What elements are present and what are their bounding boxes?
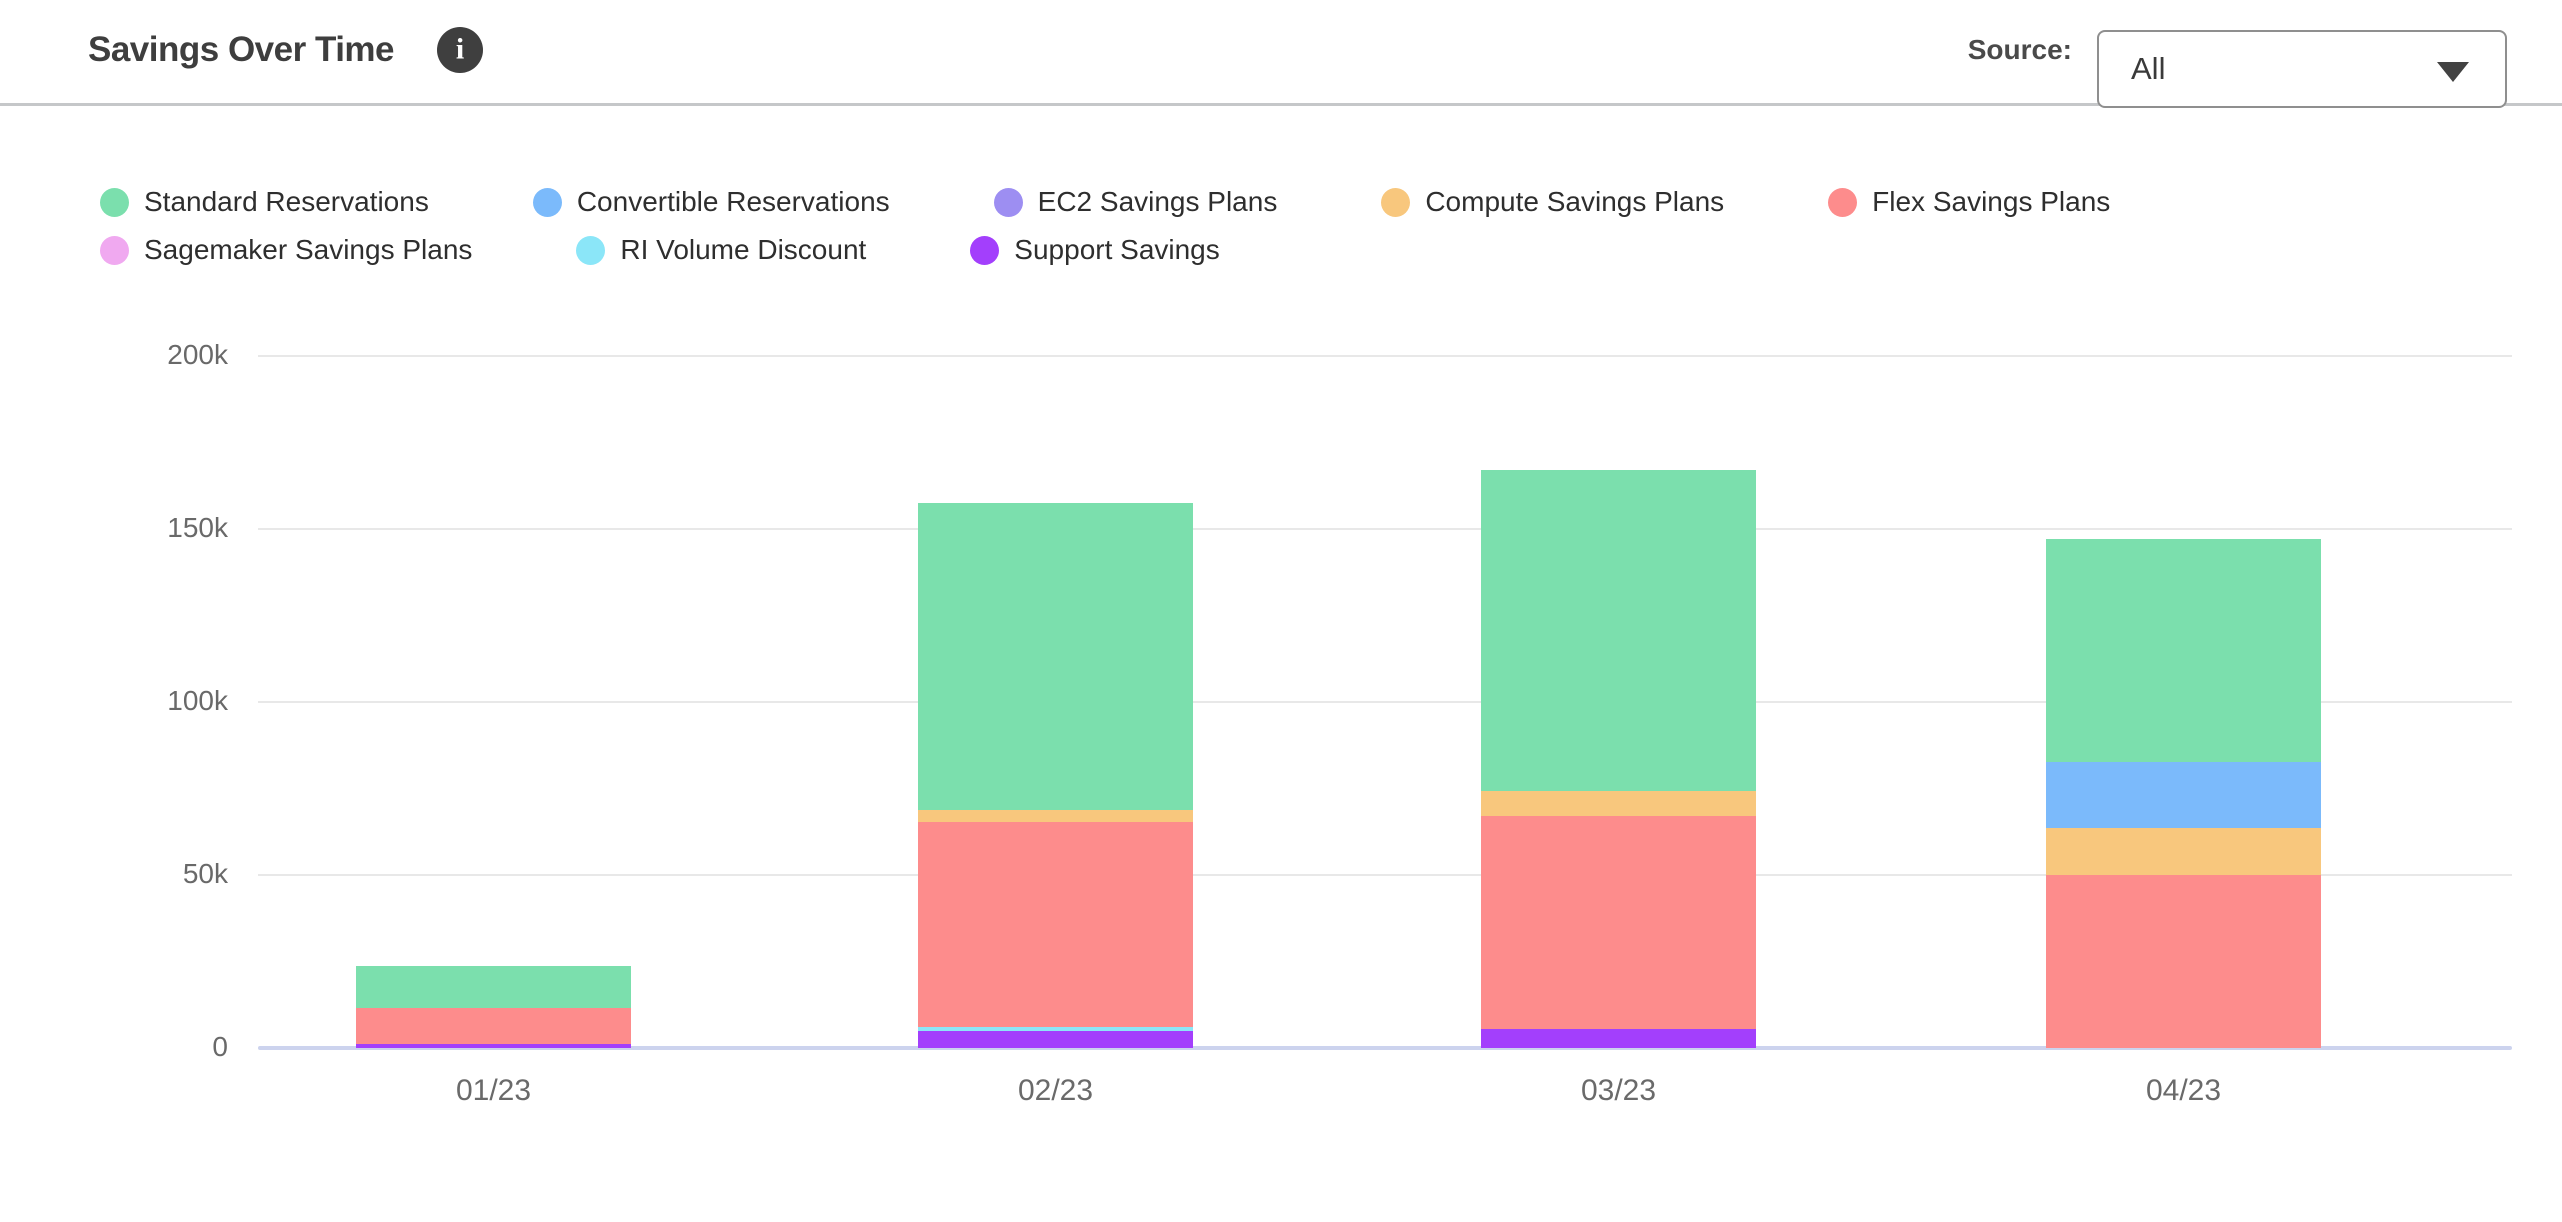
legend-dot-icon <box>1828 187 1858 217</box>
bar-segment-01-23-standard-reservations[interactable] <box>356 966 631 1009</box>
source-select-value: All <box>2131 51 2166 86</box>
page-title: Savings Over Time <box>88 30 395 69</box>
legend-dot-icon <box>576 235 606 265</box>
bar-segment-01-23-support-savings[interactable] <box>356 1043 631 1048</box>
legend-label: Convertible Reservations <box>576 186 890 217</box>
bar-segment-03-23-support-savings[interactable] <box>1481 1028 1756 1048</box>
chart-legend: Standard Reservations Convertible Reserva… <box>100 186 2460 266</box>
legend-item-ec2-savings-plans[interactable]: EC2 Savings Plans <box>993 186 1278 218</box>
bar-segment-03-23-compute-savings-plans[interactable] <box>1481 790 1756 816</box>
bar-segment-04-23-compute-savings-plans[interactable] <box>2046 828 2321 876</box>
chevron-down-icon <box>2437 62 2469 82</box>
legend-label: RI Volume Discount <box>620 234 867 265</box>
x-axis-label-03-23: 03/23 <box>1580 1074 1657 1107</box>
bar-segment-02-23-flex-savings-plans[interactable] <box>918 822 1193 1027</box>
legend-label: Flex Savings Plans <box>1872 186 2111 217</box>
legend-item-convertible-reservations[interactable]: Convertible Reservations <box>532 186 890 218</box>
y-axis-tick-50k: 50k <box>182 858 228 889</box>
chart-plot-area <box>258 355 2512 1050</box>
gridline-100k <box>258 701 2512 703</box>
y-axis-tick-150k: 150k <box>167 512 228 543</box>
bar-segment-04-23-flex-savings-plans[interactable] <box>2046 875 2321 1048</box>
bar-segment-02-23-ri-volume-discount[interactable] <box>918 1026 1193 1032</box>
bar-segment-01-23-flex-savings-plans[interactable] <box>356 1008 631 1044</box>
bar-segment-04-23-standard-reservations[interactable] <box>2046 539 2321 763</box>
legend-dot-icon <box>532 187 562 217</box>
legend-row: Standard Reservations Convertible Reserva… <box>100 186 2460 218</box>
widget-header: Savings Over Time i Source: All <box>0 0 2562 108</box>
bar-04-23 <box>2046 356 2321 1048</box>
bar-segment-02-23-standard-reservations[interactable] <box>918 503 1193 810</box>
bar-segment-03-23-standard-reservations[interactable] <box>1481 469 1756 791</box>
legend-label: Compute Savings Plans <box>1425 186 1725 217</box>
legend-item-flex-savings-plans[interactable]: Flex Savings Plans <box>1828 186 2110 218</box>
legend-item-compute-savings-plans[interactable]: Compute Savings Plans <box>1381 186 1724 218</box>
x-axis-baseline <box>258 1046 2512 1050</box>
bar-01-23 <box>356 356 631 1048</box>
x-axis-label-02-23: 02/23 <box>1017 1074 1094 1107</box>
info-icon[interactable]: i <box>437 27 483 73</box>
legend-label: EC2 Savings Plans <box>1037 186 1278 217</box>
bar-segment-02-23-compute-savings-plans[interactable] <box>918 809 1193 823</box>
legend-item-standard-reservations[interactable]: Standard Reservations <box>100 186 429 218</box>
legend-dot-icon <box>100 235 129 265</box>
gridline-50k <box>258 874 2512 876</box>
legend-dot-icon <box>100 187 129 217</box>
gridline-200k <box>258 355 2512 357</box>
legend-label: Support Savings <box>1014 234 1220 265</box>
bar-segment-03-23-flex-savings-plans[interactable] <box>1481 815 1756 1029</box>
legend-dot-icon <box>970 235 1000 265</box>
bar-03-23 <box>1481 356 1756 1048</box>
y-axis-tick-100k: 100k <box>167 685 228 716</box>
bar-segment-04-23-convertible-reservations[interactable] <box>2046 762 2321 829</box>
source-select[interactable]: All <box>2097 30 2507 108</box>
bar-segment-02-23-support-savings[interactable] <box>918 1031 1193 1048</box>
y-axis-tick-0: 0 <box>212 1031 228 1062</box>
bar-02-23 <box>918 356 1193 1048</box>
legend-dot-icon <box>993 187 1023 217</box>
x-axis-label-04-23: 04/23 <box>2145 1074 2222 1107</box>
legend-dot-icon <box>1381 187 1411 217</box>
legend-item-ri-volume-discount[interactable]: RI Volume Discount <box>576 234 866 266</box>
legend-label: Sagemaker Savings Plans <box>144 234 473 265</box>
y-axis-tick-200k: 200k <box>167 339 228 370</box>
legend-item-support-savings[interactable]: Support Savings <box>970 234 1220 266</box>
gridline-150k <box>258 528 2512 530</box>
source-label: Source: <box>1967 34 2072 65</box>
x-axis-label-01-23: 01/23 <box>455 1074 532 1107</box>
legend-row: Sagemaker Savings Plans RI Volume Discoun… <box>100 234 2460 266</box>
legend-label: Standard Reservations <box>144 186 429 217</box>
legend-item-sagemaker-savings-plans[interactable]: Sagemaker Savings Plans <box>100 234 472 266</box>
